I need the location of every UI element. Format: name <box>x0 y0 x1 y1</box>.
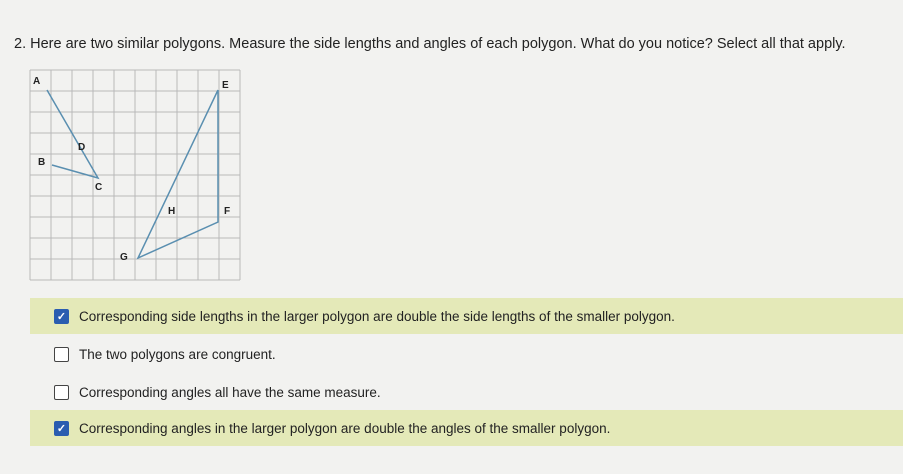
option[interactable]: Corresponding angles all have the same m… <box>30 374 903 410</box>
option-text: Corresponding side lengths in the larger… <box>79 308 675 324</box>
figure: A B C D E F G H <box>29 69 241 281</box>
option-text: Corresponding angles all have the same m… <box>79 384 381 400</box>
vertex-label: E <box>222 80 229 91</box>
checkbox[interactable]: ✓ <box>54 308 69 324</box>
vertex-label: D <box>78 142 85 153</box>
question-number: 2. <box>14 36 27 52</box>
checkbox[interactable] <box>54 384 69 400</box>
option-text: Corresponding angles in the larger polyg… <box>79 420 611 436</box>
vertex-label: A <box>33 76 40 87</box>
vertex-label: B <box>38 157 45 168</box>
vertex-label: H <box>168 206 175 217</box>
checkbox[interactable]: ✓ <box>54 420 69 436</box>
checkbox[interactable] <box>54 346 69 362</box>
option[interactable]: ✓ Corresponding angles in the larger poly… <box>30 410 903 446</box>
small-polygon <box>46 89 100 180</box>
large-polygon <box>136 89 219 260</box>
polygons <box>46 89 219 260</box>
vertex-label: G <box>120 252 128 263</box>
vertex-label: F <box>224 206 230 217</box>
option[interactable]: ✓ Corresponding side lengths in the large… <box>30 298 903 334</box>
question: 2. Here are two similar polygons. Measur… <box>14 36 846 52</box>
question-text: Here are two similar polygons. Measure t… <box>30 36 846 52</box>
option-text: The two polygons are congruent. <box>79 346 276 362</box>
grid <box>29 69 241 281</box>
option[interactable]: The two polygons are congruent. <box>30 336 903 372</box>
vertex-label: C <box>95 182 102 193</box>
